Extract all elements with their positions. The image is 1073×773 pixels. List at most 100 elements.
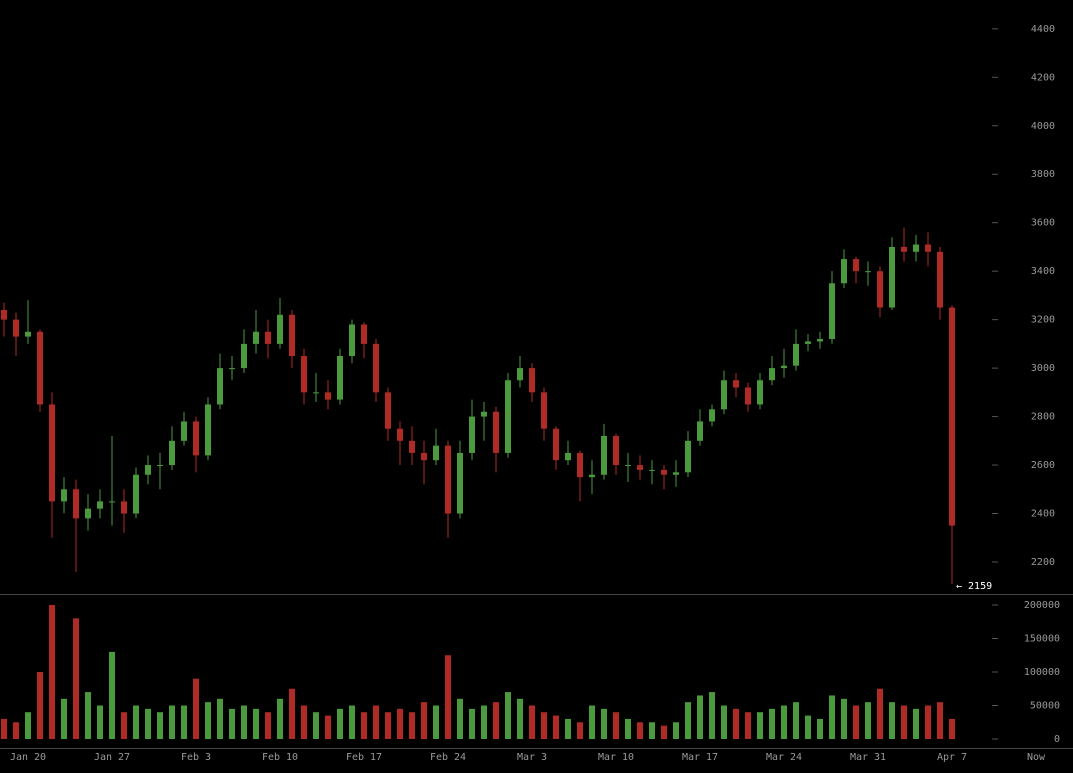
volume-bar <box>133 705 139 740</box>
y-tick-label: 2400 <box>1031 509 1055 520</box>
y-tick-label: 3800 <box>1031 169 1055 180</box>
volume-bar <box>625 718 631 740</box>
candle-body <box>805 341 811 344</box>
volume-bar <box>337 708 343 740</box>
candle-body <box>421 452 427 461</box>
volume-bar <box>925 705 931 740</box>
candle-body <box>937 251 943 308</box>
volume-bar <box>385 712 391 740</box>
volume-bar <box>181 705 187 740</box>
volume-bar <box>421 702 427 740</box>
x-tick-label: Feb 3 <box>181 752 211 763</box>
candle-body <box>253 331 259 344</box>
candle-body <box>25 331 31 337</box>
y-tick-label: 3200 <box>1031 315 1055 326</box>
volume-bar <box>1 718 7 740</box>
volume-tick-label: 50000 <box>1030 701 1060 712</box>
candle-body <box>853 259 859 272</box>
volume-bar <box>589 705 595 740</box>
volume-bar <box>49 604 55 740</box>
x-tick-label: Mar 17 <box>682 752 718 763</box>
volume-bar <box>529 705 535 740</box>
volume-bar <box>373 705 379 740</box>
y-tick-label: 3400 <box>1031 266 1055 277</box>
candle-body <box>301 355 307 393</box>
volume-bar <box>37 672 43 740</box>
candle-body <box>445 445 451 514</box>
volume-bar <box>721 705 727 740</box>
volume-bar <box>145 708 151 740</box>
volume-bar <box>685 702 691 740</box>
candle-body <box>229 368 235 370</box>
volume-bar <box>709 692 715 740</box>
candle-body <box>217 368 223 405</box>
candle-body <box>109 501 115 503</box>
volume-bar <box>109 651 115 740</box>
candle-body <box>121 501 127 514</box>
volume-bar <box>493 702 499 740</box>
candle-body <box>781 365 787 369</box>
candle-body <box>85 508 91 519</box>
volume-bar <box>517 698 523 740</box>
candle-body <box>337 355 343 400</box>
candle-body <box>661 469 667 475</box>
candle-body <box>409 440 415 453</box>
candle-body <box>325 392 331 400</box>
y-tick-label: 2600 <box>1031 460 1055 471</box>
candle-body <box>889 246 895 308</box>
volume-bar <box>649 722 655 740</box>
volume-bar <box>781 705 787 740</box>
candle-body <box>865 271 871 273</box>
candle-body <box>649 469 655 471</box>
volume-bar <box>937 702 943 740</box>
candle-body <box>457 452 463 514</box>
volume-bar <box>457 698 463 740</box>
candle-body <box>373 343 379 393</box>
candle-body <box>745 387 751 405</box>
volume-bar <box>817 718 823 740</box>
candle-body <box>49 404 55 502</box>
volume-bar <box>553 715 559 740</box>
volume-bar <box>913 708 919 740</box>
candle-body <box>313 392 319 394</box>
candle-body <box>733 380 739 388</box>
volume-bar <box>889 702 895 740</box>
volume-bar <box>697 695 703 740</box>
candle-body <box>385 392 391 429</box>
candle-body <box>13 319 19 337</box>
volume-tick-label: 150000 <box>1024 633 1060 644</box>
annotation: ← 2159 <box>956 581 992 592</box>
volume-bar <box>169 705 175 740</box>
y-tick-label: 4000 <box>1031 121 1055 132</box>
candle-body <box>433 445 439 461</box>
candle-body <box>361 324 367 344</box>
candle-body <box>541 392 547 429</box>
volume-bar <box>241 705 247 740</box>
x-tick-label: Feb 17 <box>346 752 382 763</box>
candle-body <box>277 314 283 344</box>
candle-body <box>265 331 271 344</box>
candle-body <box>133 474 139 514</box>
volume-tick-label: 100000 <box>1024 667 1060 678</box>
candle-body <box>145 465 151 475</box>
x-tick-label: Jan 20 <box>10 752 46 763</box>
volume-bar <box>865 702 871 740</box>
volume-bar <box>205 702 211 740</box>
volume-bar <box>481 705 487 740</box>
candle-body <box>61 489 67 502</box>
x-tick-label: Mar 31 <box>850 752 886 763</box>
candle-body <box>157 465 163 467</box>
volume-bar <box>637 722 643 740</box>
volume-bar <box>229 708 235 740</box>
volume-bar <box>13 722 19 740</box>
volume-bar <box>841 698 847 740</box>
volume-bar <box>217 698 223 740</box>
candle-body <box>829 283 835 340</box>
volume-bar <box>61 698 67 740</box>
x-tick-label: Feb 10 <box>262 752 298 763</box>
x-tick-label: Mar 10 <box>598 752 634 763</box>
volume-bar <box>757 712 763 740</box>
volume-bar <box>265 712 271 740</box>
volume-bar <box>193 678 199 740</box>
